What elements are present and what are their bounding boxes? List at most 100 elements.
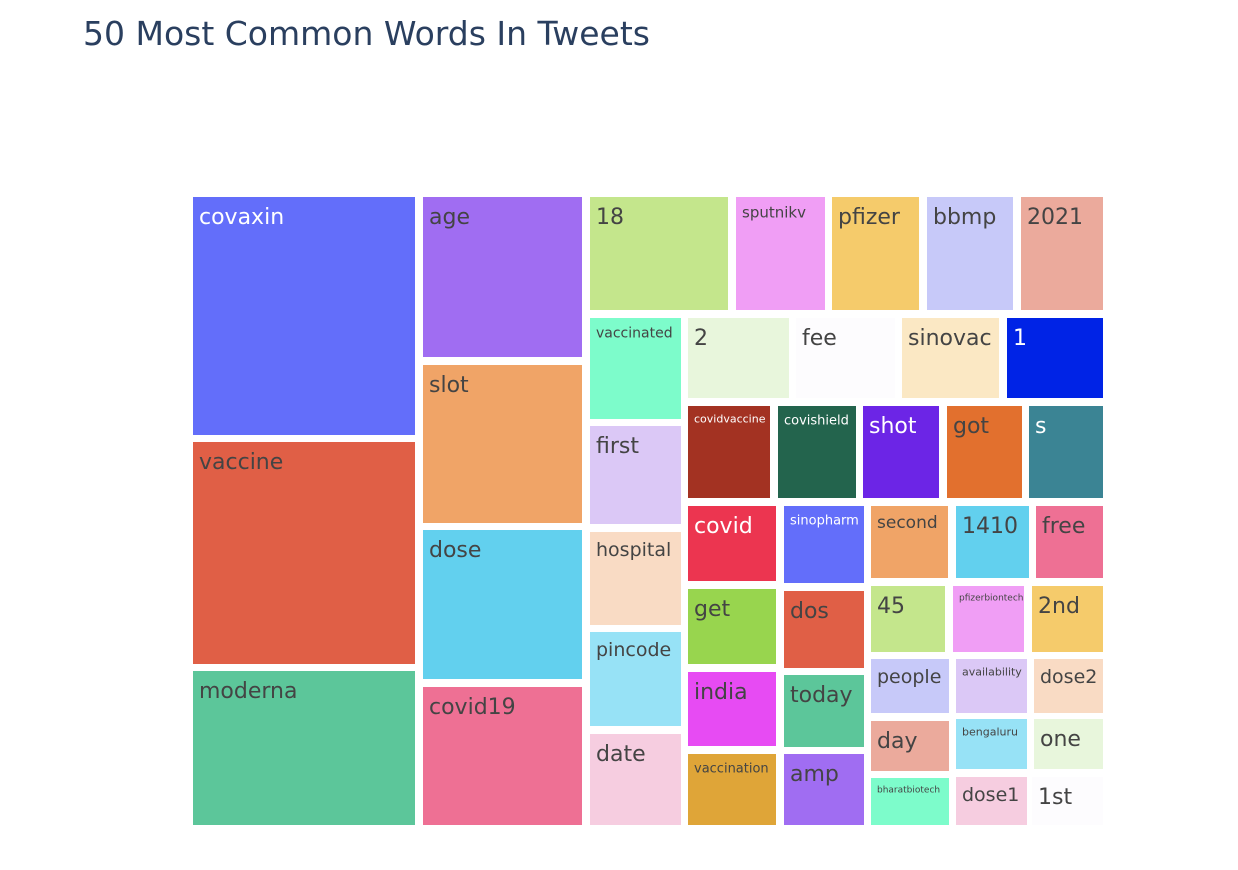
tile-label-fee: fee <box>802 326 837 351</box>
tile-covid[interactable] <box>688 506 776 581</box>
tile-label-free: free <box>1042 514 1085 539</box>
tile-label-bengaluru: bengaluru <box>962 725 1018 738</box>
tile-label-bharatbiotech: bharatbiotech <box>877 786 940 796</box>
tile-label-one: one <box>1040 727 1081 752</box>
tile-label-covishield: covishield <box>784 413 849 428</box>
tile-label-second: second <box>877 513 938 533</box>
tile-vaccination[interactable] <box>688 754 776 825</box>
tile-moderna[interactable] <box>193 671 415 825</box>
tile-label-bbmp: bbmp <box>933 205 996 230</box>
tile-one[interactable] <box>1034 719 1103 769</box>
tile-label-1: 1 <box>1013 326 1027 351</box>
tile-s[interactable] <box>1029 406 1103 498</box>
tile-covidvaccine[interactable] <box>688 406 770 498</box>
tile-label-covid19: covid19 <box>429 695 516 720</box>
tile-label-dose1: dose1 <box>962 784 1019 806</box>
tile-label-1st: 1st <box>1038 785 1072 810</box>
tile-availability[interactable] <box>956 659 1027 713</box>
tile-label-sputnikv: sputnikv <box>742 203 806 221</box>
tile-dose2[interactable] <box>1034 659 1103 713</box>
tile-covishield[interactable] <box>778 406 856 498</box>
tile-label-got: got <box>953 414 989 439</box>
tile-slot[interactable] <box>423 365 582 523</box>
tile-people[interactable] <box>871 659 949 713</box>
tile-label-dos: dos <box>790 599 829 624</box>
tile-label-vaccine: vaccine <box>199 450 283 475</box>
tile-label-dose: dose <box>429 538 481 563</box>
tile-label-vaccinated: vaccinated <box>596 325 673 341</box>
tile-label-availability: availability <box>962 665 1022 678</box>
tile-label-day: day <box>877 729 917 754</box>
tile-sinopharm[interactable] <box>784 506 864 583</box>
tile-sinovac[interactable] <box>902 318 999 398</box>
tile-vaccinated[interactable] <box>590 318 681 419</box>
tile-label-pfizer: pfizer <box>838 205 901 230</box>
tile-free[interactable] <box>1036 506 1103 578</box>
tile-18[interactable] <box>590 197 728 310</box>
tile-get[interactable] <box>688 589 776 664</box>
tile-label-18: 18 <box>596 205 624 230</box>
tile-today[interactable] <box>784 675 864 747</box>
tile-bengaluru[interactable] <box>956 719 1027 769</box>
tile-pfizer[interactable] <box>832 197 919 310</box>
tile-label-india: india <box>694 680 748 705</box>
tile-2nd[interactable] <box>1032 586 1103 652</box>
tile-label-pincode: pincode <box>596 639 671 661</box>
tile-label-sinovac: sinovac <box>908 326 992 351</box>
tile-vaccine[interactable] <box>193 442 415 664</box>
tile-label-first: first <box>596 434 639 459</box>
tile-label-covaxin: covaxin <box>199 205 284 230</box>
tile-label-shot: shot <box>869 414 917 439</box>
tile-label-date: date <box>596 742 646 767</box>
tile-label-2021: 2021 <box>1027 205 1083 230</box>
tile-1410[interactable] <box>956 506 1029 578</box>
tile-label-today: today <box>790 683 853 708</box>
tile-got[interactable] <box>947 406 1022 498</box>
tile-dose1[interactable] <box>956 777 1027 825</box>
tile-covid19[interactable] <box>423 687 582 825</box>
tile-dose[interactable] <box>423 530 582 679</box>
tile-day[interactable] <box>871 721 949 771</box>
chart-title: 50 Most Common Words In Tweets <box>83 14 650 53</box>
tile-label-moderna: moderna <box>199 679 297 704</box>
tile-amp[interactable] <box>784 754 864 825</box>
tile-label-2: 2 <box>694 326 708 351</box>
tile-label-people: people <box>877 666 941 688</box>
tile-1[interactable] <box>1007 318 1103 398</box>
tile-label-covidvaccine: covidvaccine <box>694 412 766 425</box>
tile-label-vaccination: vaccination <box>694 761 769 776</box>
tile-label-45: 45 <box>877 594 905 619</box>
tile-label-dose2: dose2 <box>1040 666 1097 688</box>
tile-bharatbiotech[interactable] <box>871 778 949 825</box>
tile-hospital[interactable] <box>590 532 681 625</box>
tile-2[interactable] <box>688 318 789 398</box>
tile-label-2nd: 2nd <box>1038 594 1080 619</box>
tile-2021[interactable] <box>1021 197 1103 310</box>
tile-label-age: age <box>429 205 470 230</box>
tile-india[interactable] <box>688 672 776 746</box>
tile-label-s: s <box>1035 414 1046 439</box>
tile-45[interactable] <box>871 586 945 652</box>
tile-fee[interactable] <box>796 318 895 398</box>
tile-label-amp: amp <box>790 762 839 787</box>
tile-bbmp[interactable] <box>927 197 1013 310</box>
tile-pincode[interactable] <box>590 632 681 726</box>
tile-sputnikv[interactable] <box>736 197 825 310</box>
tile-label-get: get <box>694 597 731 622</box>
tile-label-slot: slot <box>429 373 469 398</box>
tile-first[interactable] <box>590 426 681 524</box>
tile-label-1410: 1410 <box>962 514 1018 539</box>
tile-date[interactable] <box>590 734 681 825</box>
tile-covaxin[interactable] <box>193 197 415 435</box>
tile-dos[interactable] <box>784 591 864 668</box>
tile-age[interactable] <box>423 197 582 357</box>
tile-second[interactable] <box>871 506 948 578</box>
tile-shot[interactable] <box>863 406 939 498</box>
tile-1st[interactable] <box>1032 777 1103 825</box>
tile-label-hospital: hospital <box>596 539 671 561</box>
tile-label-covid: covid <box>694 514 753 539</box>
tile-label-sinopharm: sinopharm <box>790 513 859 528</box>
tile-pfizerbiontech[interactable] <box>953 586 1024 652</box>
tile-label-pfizerbiontech: pfizerbiontech <box>959 594 1024 604</box>
